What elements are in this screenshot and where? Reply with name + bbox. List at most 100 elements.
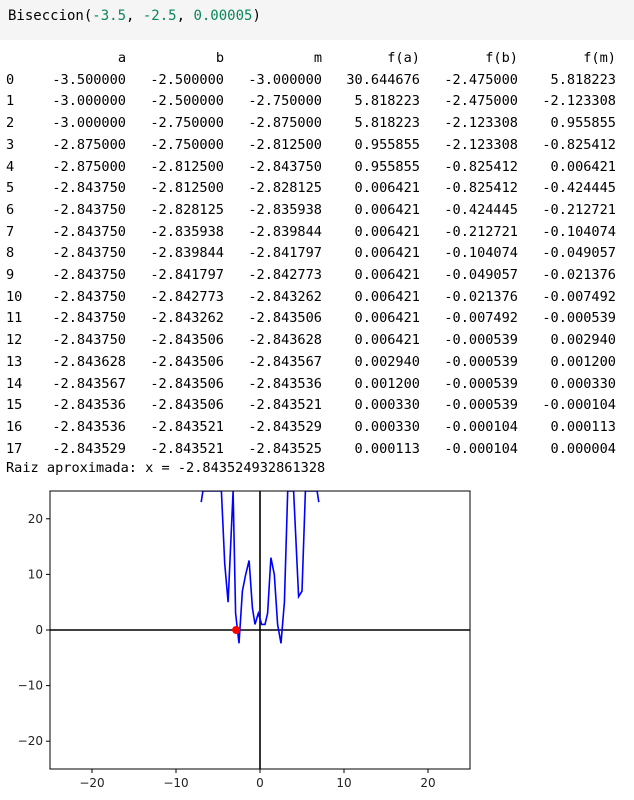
row-index: 16 xyxy=(6,418,23,435)
table-cell: -2.843506 xyxy=(150,397,224,414)
close-paren: ) xyxy=(252,8,261,24)
table-row: 17 -2.843529 -2.843521 -2.843525 0.000113 -0.… xyxy=(6,439,616,461)
table-cell: -0.000539 xyxy=(542,310,616,327)
table-cell: -2.843750 xyxy=(52,332,126,349)
table-cell: -0.021376 xyxy=(542,267,616,284)
table-row: 13 -2.843628 -2.843506 -2.843567 0.002940 -0.… xyxy=(6,352,616,374)
table-cell: 0.006421 xyxy=(550,158,616,175)
row-index: 15 xyxy=(6,397,23,414)
x-tick-label: 10 xyxy=(336,776,351,790)
table-cell: 0.000113 xyxy=(354,440,420,457)
table-cell: -2.839844 xyxy=(248,223,322,240)
table-cell: -2.843750 xyxy=(52,288,126,305)
table-cell: -0.424445 xyxy=(444,201,518,218)
column-header-fb: f(b) xyxy=(485,50,518,66)
table-cell: -2.839844 xyxy=(150,245,224,262)
table-cell: -0.007492 xyxy=(444,310,518,327)
table-cell: -2.750000 xyxy=(248,93,322,110)
y-tick-label: 10 xyxy=(28,567,43,581)
y-tick-label: −10 xyxy=(18,679,43,693)
table-cell: -2.843525 xyxy=(248,440,322,457)
table-cell: -2.812500 xyxy=(150,180,224,197)
arg-tolerance: 0.00005 xyxy=(193,8,253,24)
table-cell: -2.843750 xyxy=(52,180,126,197)
column-header-b: b xyxy=(215,50,224,66)
table-cell: -2.843750 xyxy=(52,267,126,284)
table-cell: -2.843536 xyxy=(248,375,322,392)
plot-axes: −20 −10 0 10 20 20 10 0 −10 −20 xyxy=(18,490,471,790)
table-cell: -2.843521 xyxy=(248,397,322,414)
table-cell: 5.818223 xyxy=(354,93,420,110)
row-index: 13 xyxy=(6,353,23,370)
table-cell: -0.000539 xyxy=(444,375,518,392)
table-row: 12 -2.843750 -2.843506 -2.843628 0.006421 -0.… xyxy=(6,330,616,352)
table-cell: -2.843506 xyxy=(150,353,224,370)
table-cell: -2.123308 xyxy=(444,115,518,132)
table-cell: -2.843628 xyxy=(248,332,322,349)
table-cell: 0.001200 xyxy=(550,353,616,370)
table-cell: -2.843521 xyxy=(150,418,224,435)
table-cell: 0.002940 xyxy=(354,353,420,370)
arg-separator: , xyxy=(126,8,143,24)
table-cell: 5.818223 xyxy=(550,71,616,88)
arg-b: -2.5 xyxy=(142,8,177,24)
table-cell: 0.002940 xyxy=(550,332,616,349)
table-row: 5 -2.843750 -2.812500 -2.828125 0.006421 -0.8… xyxy=(6,178,616,200)
table-cell: 0.006421 xyxy=(354,332,420,349)
table-cell: 0.000004 xyxy=(550,440,616,457)
table-cell: -3.500000 xyxy=(52,71,126,88)
open-paren: ( xyxy=(83,8,93,24)
table-row: 14 -2.843567 -2.843506 -2.843536 0.001200 -0.… xyxy=(6,374,616,396)
table-cell: -0.212721 xyxy=(444,223,518,240)
table-cell: -2.842773 xyxy=(248,267,322,284)
table-cell: 0.000330 xyxy=(550,375,616,392)
table-cell: -2.843521 xyxy=(150,440,224,457)
table-row: 8 -2.843750 -2.839844 -2.841797 0.006421 -0.1… xyxy=(6,243,616,265)
table-cell: -2.500000 xyxy=(150,71,224,88)
table-cell: -0.104074 xyxy=(542,223,616,240)
table-cell: -3.000000 xyxy=(52,115,126,132)
table-cell: -2.843506 xyxy=(150,375,224,392)
table-header-row: a b m f(a) f(b) f(m) xyxy=(6,48,616,70)
table-row: 7 -2.843750 -2.835938 -2.839844 0.006421 -0.2… xyxy=(6,222,616,244)
code-line[interactable]: Biseccion(-3.5, -2.5, 0.00005) xyxy=(8,6,261,26)
table-cell: 0.006421 xyxy=(354,267,420,284)
column-header-a: a xyxy=(117,50,126,66)
table-cell: -2.841797 xyxy=(248,245,322,262)
table-row: 1 -3.000000 -2.500000 -2.750000 5.818223 -2.4… xyxy=(6,91,616,113)
table-cell: 0.955855 xyxy=(354,158,420,175)
table-cell: 30.644676 xyxy=(346,71,420,88)
table-cell: 0.006421 xyxy=(354,201,420,218)
table-row: 6 -2.843750 -2.828125 -2.835938 0.006421 -0.4… xyxy=(6,200,616,222)
table-cell: -0.021376 xyxy=(444,288,518,305)
row-index: 7 xyxy=(6,223,15,240)
column-header-fa: f(a) xyxy=(387,50,420,66)
table-cell: -0.000539 xyxy=(444,353,518,370)
table-cell: 0.006421 xyxy=(354,245,420,262)
row-index: 0 xyxy=(6,71,15,88)
code-cell[interactable]: Biseccion(-3.5, -2.5, 0.00005) xyxy=(0,0,634,40)
y-tick-label: 0 xyxy=(35,623,43,637)
table-cell: -2.875000 xyxy=(52,136,126,153)
x-tick-label: 0 xyxy=(256,776,264,790)
row-index: 1 xyxy=(6,93,15,110)
arg-separator: , xyxy=(176,8,194,24)
table-cell: -2.843536 xyxy=(52,397,126,414)
table-cell: 0.001200 xyxy=(354,375,420,392)
table-cell: -2.843750 xyxy=(52,310,126,327)
table-cell: 0.006421 xyxy=(354,310,420,327)
row-index: 4 xyxy=(6,158,15,175)
x-tick-label: −10 xyxy=(163,776,188,790)
table-cell: -2.812500 xyxy=(248,136,322,153)
table-cell: -2.123308 xyxy=(444,136,518,153)
row-index: 11 xyxy=(6,310,23,327)
table-cell: -2.843506 xyxy=(150,332,224,349)
table-cell: -2.835938 xyxy=(248,201,322,218)
table-cell: -2.843262 xyxy=(248,288,322,305)
table-cell: -2.843262 xyxy=(150,310,224,327)
table-cell: 0.006421 xyxy=(354,223,420,240)
y-tick-label: −20 xyxy=(18,734,43,748)
table-cell: -2.843750 xyxy=(248,158,322,175)
table-cell: 0.006421 xyxy=(354,180,420,197)
table-row: 9 -2.843750 -2.841797 -2.842773 0.006421 -0.0… xyxy=(6,265,616,287)
